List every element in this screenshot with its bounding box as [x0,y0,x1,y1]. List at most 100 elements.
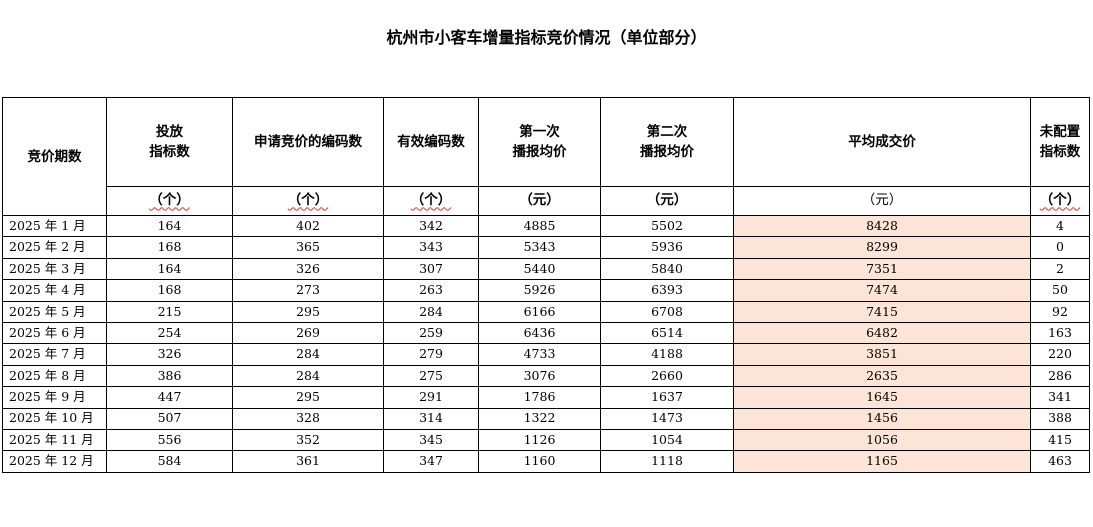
cell-first-price: 1126 [478,428,601,452]
table-row: 2025 年 1 月 164 402 342 4885 5502 8428 4 [2,214,1090,238]
cell-first-price: 4733 [478,343,601,366]
cell-second-price: 1637 [600,386,734,409]
cell-first-price: 5343 [478,236,601,259]
table-row: 2025 年 10 月 507 328 314 1322 1473 1456 388 [2,407,1090,430]
table-row: 2025 年 4 月 168 273 263 5926 6393 7474 50 [2,279,1090,302]
cell-applications: 269 [232,321,384,345]
cell-unallocated: 50 [1030,279,1090,302]
cell-quota: 215 [106,300,233,323]
cell-avg-price: 1165 [733,450,1031,473]
cell-first-price: 6436 [478,321,601,345]
table-row: 2025 年 3 月 164 326 307 5440 5840 7351 2 [2,257,1090,281]
cell-applications: 295 [232,386,384,409]
cell-applications: 365 [232,236,384,259]
cell-second-price: 2660 [600,364,734,388]
cell-first-price: 1322 [478,407,601,430]
cell-period: 2025 年 9 月 [2,386,107,409]
cell-unallocated: 341 [1030,386,1090,409]
header-unallocated: 未配置 指标数 [1030,97,1090,187]
cell-valid-codes: 284 [383,300,479,323]
cell-applications: 326 [232,257,384,281]
table-row: 2025 年 7 月 326 284 279 4733 4188 3851 220 [2,343,1090,366]
table-row: 2025 年 5 月 215 295 284 6166 6708 7415 92 [2,300,1090,323]
table-row: 2025 年 2 月 168 365 343 5343 5936 8299 0 [2,236,1090,259]
cell-period: 2025 年 11 月 [2,428,107,452]
header-row: 竞价期数 投放 指标数 申请竞价的编码数 有效编码数 第一次 播报均价 第二次 … [2,97,1090,216]
unit-quota: （个） [106,186,233,216]
header-avg-price: 平均成交价 [733,97,1031,187]
cell-applications: 273 [232,279,384,302]
cell-second-price: 1473 [600,407,734,430]
cell-period: 2025 年 3 月 [2,257,107,281]
cell-valid-codes: 345 [383,428,479,452]
cell-quota: 386 [106,364,233,388]
cell-applications: 284 [232,343,384,366]
cell-first-price: 4885 [478,214,601,238]
header-applications: 申请竞价的编码数 [232,97,384,187]
auction-table: 竞价期数 投放 指标数 申请竞价的编码数 有效编码数 第一次 播报均价 第二次 … [2,97,1090,473]
cell-applications: 295 [232,300,384,323]
cell-quota: 507 [106,407,233,430]
table-row: 2025 年 12 月 584 361 347 1160 1118 1165 463 [2,450,1090,473]
cell-quota: 326 [106,343,233,366]
cell-period: 2025 年 7 月 [2,343,107,366]
cell-applications: 284 [232,364,384,388]
cell-quota: 254 [106,321,233,345]
cell-period: 2025 年 5 月 [2,300,107,323]
cell-avg-price: 8299 [733,236,1031,259]
cell-first-price: 6166 [478,300,601,323]
cell-avg-price: 7351 [733,257,1031,281]
cell-valid-codes: 314 [383,407,479,430]
cell-first-price: 3076 [478,364,601,388]
page-title: 杭州市小客车增量指标竞价情况（单位部分） [386,28,707,47]
cell-quota: 447 [106,386,233,409]
cell-period: 2025 年 1 月 [2,214,107,238]
cell-quota: 164 [106,214,233,238]
cell-valid-codes: 291 [383,386,479,409]
cell-unallocated: 4 [1030,214,1090,238]
cell-second-price: 4188 [600,343,734,366]
cell-valid-codes: 259 [383,321,479,345]
cell-valid-codes: 347 [383,450,479,473]
cell-unallocated: 220 [1030,343,1090,366]
cell-unallocated: 2 [1030,257,1090,281]
cell-avg-price: 3851 [733,343,1031,366]
header-quota: 投放 指标数 [106,97,233,187]
table-row: 2025 年 8 月 386 284 275 3076 2660 2635 286 [2,364,1090,388]
cell-first-price: 1786 [478,386,601,409]
cell-first-price: 1160 [478,450,601,473]
cell-unallocated: 415 [1030,428,1090,452]
cell-first-price: 5926 [478,279,601,302]
header-first-price: 第一次 播报均价 [478,97,601,187]
cell-applications: 328 [232,407,384,430]
cell-valid-codes: 279 [383,343,479,366]
cell-valid-codes: 263 [383,279,479,302]
cell-unallocated: 92 [1030,300,1090,323]
cell-avg-price: 1645 [733,386,1031,409]
cell-period: 2025 年 4 月 [2,279,107,302]
cell-unallocated: 388 [1030,407,1090,430]
cell-avg-price: 1456 [733,407,1031,430]
unit-row: （个） （个） （个） （元） （元） （元） （个） [3,186,1090,216]
cell-second-price: 1054 [600,428,734,452]
cell-quota: 584 [106,450,233,473]
cell-second-price: 5502 [600,214,734,238]
cell-period: 2025 年 6 月 [2,321,107,345]
cell-quota: 164 [106,257,233,281]
cell-avg-price: 7474 [733,279,1031,302]
unit-unallocated: （个） [1030,186,1090,216]
cell-unallocated: 463 [1030,450,1090,473]
unit-valid-codes: （个） [383,186,479,216]
cell-quota: 168 [106,279,233,302]
cell-avg-price: 6482 [733,321,1031,345]
cell-first-price: 5440 [478,257,601,281]
cell-period: 2025 年 2 月 [2,236,107,259]
cell-avg-price: 8428 [733,214,1031,238]
unit-applications: （个） [232,186,384,216]
header-second-price: 第二次 播报均价 [600,97,734,187]
table-row: 2025 年 11 月 556 352 345 1126 1054 1056 415 [2,428,1090,452]
cell-second-price: 6514 [600,321,734,345]
cell-period: 2025 年 12 月 [2,450,107,473]
cell-unallocated: 0 [1030,236,1090,259]
cell-avg-price: 7415 [733,300,1031,323]
